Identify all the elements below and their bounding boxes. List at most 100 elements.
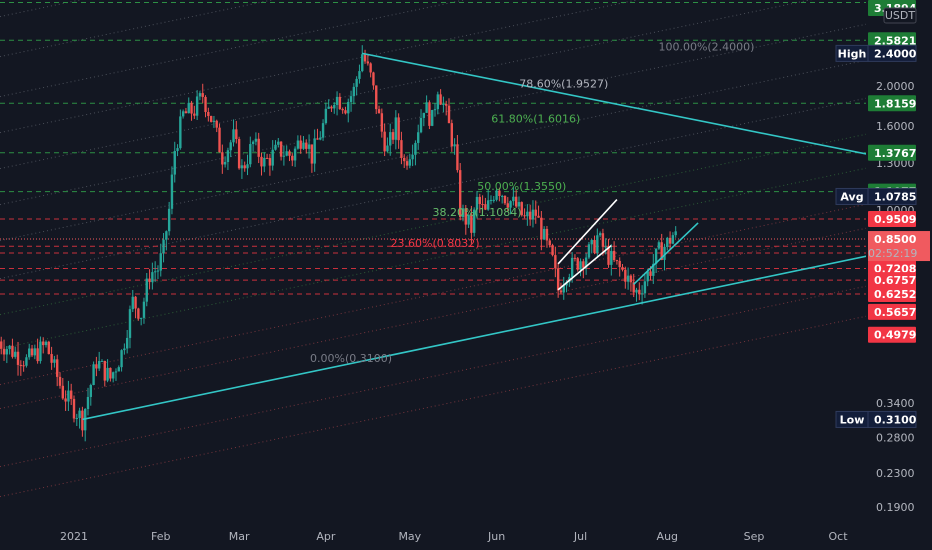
candle-body xyxy=(489,199,493,201)
candle-body xyxy=(19,364,23,366)
candle-body xyxy=(344,110,347,114)
candle-body xyxy=(271,149,274,166)
candle-body xyxy=(442,104,445,106)
candle-body xyxy=(221,152,224,165)
candle-body xyxy=(492,199,495,201)
candle-body xyxy=(11,345,14,357)
candle-body xyxy=(137,308,140,319)
level-price-tag: 2.5821 xyxy=(868,32,916,49)
candle-body xyxy=(520,202,523,216)
candle-body xyxy=(288,151,291,156)
candle-body xyxy=(173,150,176,175)
candle-body xyxy=(75,418,78,420)
price-axis[interactable]: 2.00001.60001.30001.00000.34000.28000.23… xyxy=(835,0,932,550)
trend-line-ascending-support[interactable] xyxy=(82,250,892,421)
candle-body xyxy=(223,161,227,165)
svg-text:0.6252: 0.6252 xyxy=(874,288,916,301)
candle-body xyxy=(461,208,465,218)
candle-body xyxy=(652,263,655,276)
candle-body xyxy=(450,123,454,147)
candle-body xyxy=(363,54,367,62)
level-price-tag: 0.6757 xyxy=(868,272,916,289)
candle-body xyxy=(377,109,381,114)
candle-body xyxy=(548,240,551,246)
trend-line-recent-support[interactable] xyxy=(633,222,699,285)
candle-body xyxy=(162,239,165,254)
candle-body xyxy=(265,157,269,159)
candle-body xyxy=(268,158,272,166)
candle-body xyxy=(389,132,392,146)
candle-body xyxy=(123,348,126,351)
y-tick-label: 0.3400 xyxy=(876,397,915,410)
currency-label[interactable]: USDT xyxy=(883,7,917,24)
candle-body xyxy=(335,96,339,105)
candle-body xyxy=(666,237,669,247)
candle-body xyxy=(386,145,389,152)
level-price-tag: 1.3767 xyxy=(868,144,916,161)
candle-body xyxy=(624,269,627,282)
candle-body xyxy=(78,410,81,419)
x-tick-label: May xyxy=(398,530,421,543)
candle-body xyxy=(358,71,361,79)
candle-body xyxy=(81,410,84,431)
candle-body xyxy=(674,231,677,236)
candle-body xyxy=(86,396,90,410)
candle-body xyxy=(478,196,481,205)
candle-body xyxy=(111,372,115,379)
candle-body xyxy=(117,367,120,372)
candle-body xyxy=(0,341,3,349)
trend-line-channel-lower[interactable] xyxy=(557,244,612,291)
fib-level-label: 23.60%(0.8032) xyxy=(391,237,480,250)
level-price-tag: 0.5657 xyxy=(868,303,916,320)
candle-body xyxy=(556,268,560,291)
candle-body xyxy=(640,293,644,295)
candle-body xyxy=(120,350,123,368)
svg-text:Avg: Avg xyxy=(840,190,863,203)
candle-body xyxy=(400,140,403,158)
candle-body xyxy=(187,102,190,114)
y-tick-label: 0.1900 xyxy=(876,501,915,514)
x-tick-label: Sep xyxy=(744,530,765,543)
candle-body xyxy=(394,117,398,140)
y-tick-label: 1.6000 xyxy=(876,120,915,133)
candle-body xyxy=(484,204,487,210)
y-tick-label: 0.2300 xyxy=(876,467,915,480)
x-tick-label: Jun xyxy=(487,530,505,543)
candle-body xyxy=(114,371,118,373)
candle-body xyxy=(176,148,179,151)
candle-body xyxy=(36,348,39,362)
candle-body xyxy=(316,138,319,140)
svg-text:0.8500: 0.8500 xyxy=(874,233,917,246)
candle-body xyxy=(341,109,344,111)
level-price-tag: 0.6252 xyxy=(868,285,916,302)
trend-line-descending-resistance[interactable] xyxy=(362,52,892,160)
candle-body xyxy=(134,296,137,309)
candle-body xyxy=(207,111,210,116)
candle-body xyxy=(28,348,31,358)
fib-level-label: 0.00%(0.3100) xyxy=(310,352,392,365)
candle-body xyxy=(204,96,207,112)
svg-text:0.6757: 0.6757 xyxy=(874,274,916,287)
stat-tag-high: High 2.4000 xyxy=(835,44,917,62)
candle-body xyxy=(22,365,25,367)
x-tick-label: Mar xyxy=(229,530,250,543)
candle-body xyxy=(422,112,426,118)
trend-line-channel-upper[interactable] xyxy=(557,199,618,265)
candle-body xyxy=(453,144,456,147)
candle-body xyxy=(327,106,330,109)
candle-body xyxy=(148,278,151,283)
candle-body xyxy=(526,211,529,217)
candle-body xyxy=(531,209,535,220)
candle-body xyxy=(369,63,372,73)
candle-body xyxy=(646,271,649,282)
candle-body xyxy=(638,289,641,295)
candle-body xyxy=(145,278,148,302)
candle-body xyxy=(584,257,588,268)
candle-body xyxy=(30,348,34,356)
candle-body xyxy=(193,113,196,116)
svg-text:0.3100: 0.3100 xyxy=(874,413,917,426)
time-axis[interactable]: 2021 Feb Mar Apr May Jun Jul Aug Sep Oct xyxy=(0,522,866,550)
candle-body xyxy=(559,290,563,293)
candle-body xyxy=(481,204,484,206)
